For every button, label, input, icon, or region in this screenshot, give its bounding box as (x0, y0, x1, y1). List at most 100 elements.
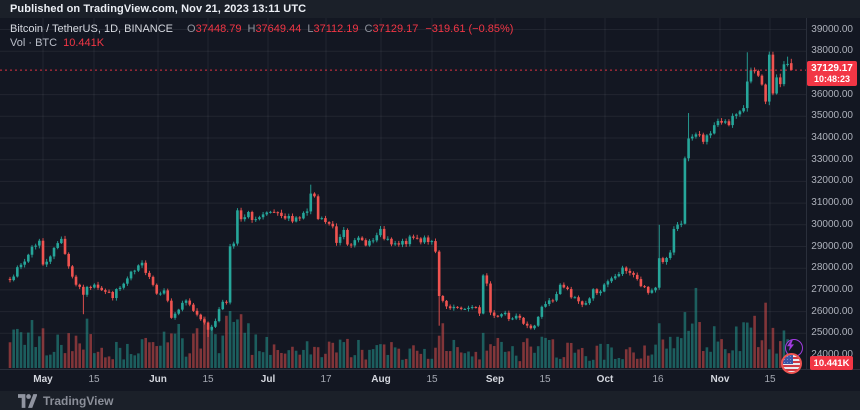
price-axis-label: 28000.00 (811, 262, 853, 274)
volume-bar (203, 316, 206, 368)
candle (63, 235, 67, 255)
volume-bar (639, 358, 643, 368)
candle (632, 271, 635, 278)
chart-frame: Bitcoin / TetherUS, 1D, BINANCE O37448.79… (0, 18, 860, 391)
candle (547, 297, 551, 307)
candle (276, 211, 280, 216)
volume-bar (283, 353, 287, 368)
volume-bar (228, 310, 232, 368)
volume-bar (155, 346, 159, 368)
volume-bar (30, 320, 34, 368)
candle (635, 272, 639, 281)
volume-bar (309, 354, 313, 368)
candle (617, 271, 621, 278)
volume-bar (122, 359, 126, 368)
candle (786, 56, 789, 67)
candle (316, 194, 320, 221)
volume-bar (379, 344, 382, 368)
volume-bar (221, 335, 225, 368)
volume-bar (232, 321, 236, 368)
volume-bar (522, 342, 525, 368)
published-text: Published on TradingView.com, Nov 21, 20… (10, 3, 307, 15)
candle (170, 298, 173, 319)
candle (500, 313, 503, 318)
candle (731, 113, 734, 128)
symbol-legend[interactable]: Bitcoin / TetherUS, 1D, BINANCE O37448.79… (10, 23, 513, 35)
event-marker-lightning-icon[interactable] (785, 339, 803, 357)
candle (346, 228, 349, 246)
time-axis-label: Jul (260, 374, 276, 385)
volume-bar (166, 342, 170, 368)
candle (621, 265, 624, 276)
volume-bar (646, 355, 650, 368)
volume-bar (632, 352, 635, 368)
candle (199, 313, 203, 321)
candle (8, 276, 12, 283)
volume-bar (507, 351, 511, 368)
candle (258, 215, 261, 221)
volume-bar (500, 341, 503, 368)
volume-bar (635, 358, 639, 368)
candle (225, 300, 228, 305)
volume-bar (734, 326, 738, 368)
volume-bar (199, 348, 203, 368)
candle (210, 324, 214, 331)
candle (764, 83, 767, 105)
event-marker-us-flag-icon[interactable] (781, 353, 802, 374)
volume-bar (720, 339, 723, 368)
candle (166, 288, 170, 303)
candle (30, 245, 34, 258)
candle (412, 234, 415, 240)
volume-bar (324, 353, 327, 368)
volume-bar (74, 335, 78, 368)
price-axis[interactable]: 39000.00 38000.00 36000.00 35000.00 34000.00… (806, 18, 860, 369)
tradingview-logo-icon[interactable] (18, 393, 37, 408)
volume-bar (518, 361, 522, 368)
volume-bar (749, 327, 753, 368)
candle (236, 208, 239, 246)
chart-canvas[interactable] (0, 18, 860, 391)
volume-bar (375, 345, 379, 368)
volume-bar (566, 342, 569, 368)
candle (67, 252, 70, 269)
volume-bar (617, 357, 621, 368)
volume-bar (474, 351, 478, 368)
volume-bar (661, 339, 665, 368)
candle (133, 269, 137, 275)
candle (368, 239, 371, 247)
candle (375, 232, 379, 243)
candle (613, 273, 617, 280)
candle (342, 227, 346, 240)
volume-bar (397, 348, 401, 368)
volume-bar (760, 340, 764, 368)
candle (338, 234, 342, 246)
candle (485, 273, 489, 287)
volume-bar (100, 347, 103, 368)
volume-bar (562, 357, 566, 368)
volume-bar (584, 356, 588, 368)
candle (159, 291, 162, 296)
candle (756, 69, 760, 77)
last-volume-badge: 10.441K (810, 356, 853, 370)
candle (349, 242, 353, 248)
volume-bar (206, 324, 210, 368)
volume-legend[interactable]: Vol · BTC 10.441K (10, 37, 104, 49)
volume-bar (133, 355, 137, 368)
candle (661, 256, 665, 264)
ohlc-close-label: C (364, 23, 373, 35)
candle (100, 286, 103, 292)
candle (250, 210, 254, 223)
volume-bar (533, 352, 536, 368)
candle (771, 51, 775, 96)
price-axis-label: 24000.00 (811, 349, 853, 360)
volume-bar (470, 356, 474, 368)
candle (536, 315, 540, 327)
ohlc-high-label: H (247, 23, 256, 35)
volume-bar (551, 339, 555, 368)
candle (302, 211, 305, 220)
time-axis[interactable]: May 15 Jun 15 Jul 17 Aug 15 Sep 15 Oct 16 Nov 15 (0, 370, 806, 391)
candle (283, 213, 287, 220)
tradingview-brand-text[interactable]: TradingView (43, 393, 114, 408)
time-axis-label: May (33, 374, 53, 385)
candle (599, 289, 602, 296)
